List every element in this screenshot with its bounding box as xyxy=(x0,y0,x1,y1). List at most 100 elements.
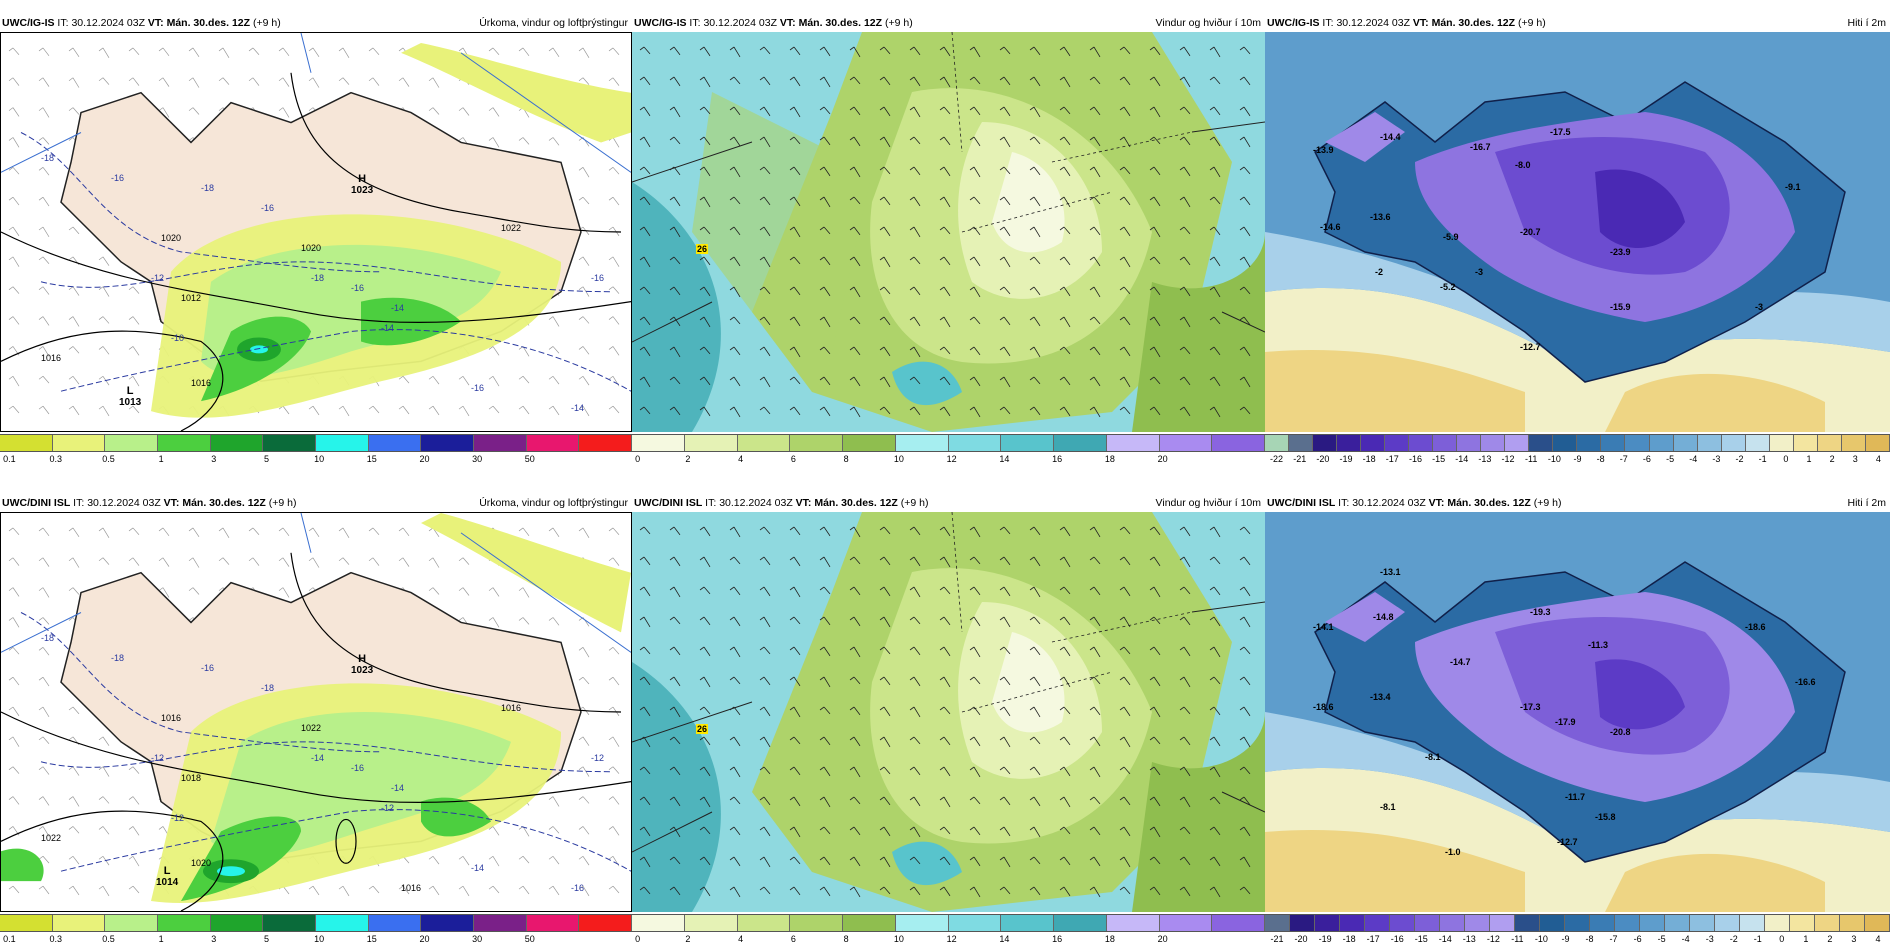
colorbar-swatch xyxy=(1540,915,1565,931)
colorbar-tick: 4 xyxy=(1875,454,1881,464)
panel-precip-dini: UWC/DINI ISL IT: 30.12.2024 03Z VT: Mán.… xyxy=(0,494,632,946)
colorbar-swatch xyxy=(948,435,1002,451)
colorbar-tick: -8 xyxy=(1585,934,1594,944)
model-label: UWC/DINI ISL xyxy=(2,497,71,509)
colorbar-tick: 0.1 xyxy=(3,454,16,464)
colorbar-swatch xyxy=(895,915,949,931)
colorbar-tick: 3 xyxy=(1852,454,1858,464)
colorbar-swatch xyxy=(1409,435,1434,451)
map-value-label: -14.7 xyxy=(1450,657,1471,667)
colorbar-tick: -2 xyxy=(1735,454,1744,464)
colorbar-tick: -6 xyxy=(1642,454,1651,464)
colorbar-tick: 8 xyxy=(843,454,849,464)
colorbar-swatch xyxy=(1289,435,1314,451)
colorbar-swatch xyxy=(1290,915,1315,931)
colorbar-tick: -14 xyxy=(1455,454,1469,464)
wind-swatches xyxy=(632,914,1265,932)
colorbar-swatch xyxy=(1054,435,1107,451)
model-label: UWC/IG-IS xyxy=(2,17,55,29)
colorbar-tick: 10 xyxy=(314,934,325,944)
colorbar-tick: -17 xyxy=(1366,934,1380,944)
map-title: Vindur og hviður í 10m xyxy=(1155,497,1261,509)
colorbar-swatch xyxy=(158,435,211,451)
colorbar-swatch xyxy=(579,915,632,931)
map-value-label: -8.1 xyxy=(1380,802,1396,812)
colorbar-tick: -5 xyxy=(1657,934,1666,944)
map-value-label: -15.8 xyxy=(1595,812,1616,822)
map-title: Úrkoma, vindur og loftþrýstingur xyxy=(479,17,628,29)
colorbar-swatch xyxy=(1793,435,1818,451)
colorbar-tick: -21 xyxy=(1270,934,1284,944)
map-value-label: -2 xyxy=(1375,267,1384,277)
valid-time: Mán. 30.des. 12Z xyxy=(182,497,266,509)
panel-header: UWC/DINI ISL IT: 30.12.2024 03Z VT: Mán.… xyxy=(0,494,632,512)
colorbar-swatch xyxy=(1265,915,1290,931)
map-value-label: -1.0 xyxy=(1445,847,1461,857)
colorbar-swatch xyxy=(1817,435,1842,451)
colorbar-tick: -11 xyxy=(1511,934,1524,944)
map-value-label: -16.7 xyxy=(1470,142,1491,152)
map-value-label: -12 xyxy=(151,273,165,283)
vt-label: VT: xyxy=(163,497,180,509)
colorbar-tick: -7 xyxy=(1609,934,1618,944)
map-value-label: 1020 xyxy=(191,858,212,868)
vt-label: VT: xyxy=(779,17,796,29)
colorbar-tick: -11 xyxy=(1525,454,1538,464)
colorbar-swatch xyxy=(1001,915,1054,931)
colorbar-swatch xyxy=(1365,915,1390,931)
colorbar-tick: 30 xyxy=(472,934,483,944)
colorbar-swatch xyxy=(52,915,106,931)
colorbar-tick: 1 xyxy=(158,454,164,464)
map-value-label: -16 xyxy=(261,203,275,213)
colorbar-tick: 2 xyxy=(1827,934,1833,944)
colorbar-swatch xyxy=(1865,435,1890,451)
colorbar-tick: -16 xyxy=(1390,934,1404,944)
colorbar-tick: -13 xyxy=(1462,934,1476,944)
colorbar-swatch xyxy=(263,435,317,451)
colorbar-swatch xyxy=(1765,915,1790,931)
valid-time: Mán. 30.des. 12Z xyxy=(1447,497,1531,509)
colorbar-swatch xyxy=(1433,435,1458,451)
colorbar-tick: -12 xyxy=(1486,934,1500,944)
colorbar-swatch xyxy=(368,435,422,451)
colorbar-swatch xyxy=(1715,915,1740,931)
colorbar-tick: 6 xyxy=(790,934,796,944)
colorbar-tick: 20 xyxy=(1157,454,1168,464)
colorbar-swatch xyxy=(105,435,159,451)
colorbar-swatch xyxy=(1769,435,1794,451)
colorbar-tick: -1 xyxy=(1753,934,1762,944)
colorbar-swatch xyxy=(1315,915,1340,931)
colorbar-swatch xyxy=(1054,915,1107,931)
colorbar-tick: 0.5 xyxy=(102,934,115,944)
map-value-label: -12 xyxy=(591,753,605,763)
wind-ticks: 0 2 4 6 8 10 12 14 16 18 20 xyxy=(632,452,1265,466)
map-value-label: -16 xyxy=(571,883,585,893)
colorbar-tick: 14 xyxy=(999,454,1010,464)
temperature-colorbar: -22 -21 -20 -19 -18 -17 -16 -15 -14 -13 -12 -11 -10-… xyxy=(1265,434,1890,466)
it-label: IT: xyxy=(1322,17,1334,29)
colorbar-swatch xyxy=(1577,435,1602,451)
colorbar-swatch xyxy=(1649,435,1674,451)
colorbar-swatch xyxy=(737,915,791,931)
colorbar-swatch xyxy=(1865,915,1890,931)
map-value-label: -14.1 xyxy=(1313,622,1334,632)
gust-label: 26 xyxy=(696,244,709,254)
colorbar-tick: 6 xyxy=(790,454,796,464)
colorbar-swatch xyxy=(1697,435,1722,451)
colorbar-swatch xyxy=(210,435,264,451)
colorbar-swatch xyxy=(1337,435,1362,451)
colorbar-swatch xyxy=(1457,435,1482,451)
colorbar-tick: -2 xyxy=(1729,934,1738,944)
lead-time: (+9 h) xyxy=(1517,17,1546,29)
colorbar-swatch xyxy=(421,435,475,451)
colorbar-swatch xyxy=(632,435,685,451)
colorbar-swatch xyxy=(1515,915,1540,931)
lead-time: (+9 h) xyxy=(268,497,297,509)
colorbar-tick: 0.3 xyxy=(49,934,63,944)
init-time: 30.12.2024 03Z xyxy=(703,17,777,29)
lead-time: (+9 h) xyxy=(900,497,929,509)
map-value-label: -18 xyxy=(201,183,215,193)
colorbar-tick: -20 xyxy=(1316,454,1330,464)
map-value-label: -20.8 xyxy=(1610,727,1631,737)
colorbar-swatch xyxy=(1001,435,1054,451)
